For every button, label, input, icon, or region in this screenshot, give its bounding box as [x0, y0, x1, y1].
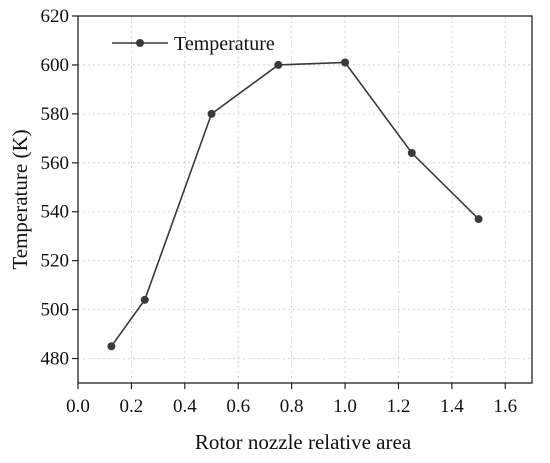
y-tick-label: 560 [41, 153, 70, 174]
data-point [474, 215, 483, 224]
x-tick-label: 0.8 [280, 396, 304, 417]
series-layer [107, 58, 483, 351]
y-axis: 480 500 520 540 560 580 600 620 [41, 6, 78, 370]
data-point [407, 149, 416, 158]
x-tick-label: 0.6 [226, 396, 250, 417]
x-tick-label: 0.4 [173, 396, 197, 417]
y-tick-label: 580 [41, 104, 70, 125]
x-axis: 0.0 0.2 0.4 0.6 0.8 1.0 1.2 1.4 1.6 [66, 383, 517, 417]
x-axis-title: Rotor nozzle relative area [195, 430, 412, 454]
series-line [110, 61, 480, 347]
x-tick-label: 1.0 [333, 396, 357, 417]
legend-marker [136, 39, 144, 47]
y-tick-label: 540 [41, 202, 70, 223]
plot-frame [77, 15, 533, 384]
y-tick-label: 480 [41, 349, 70, 370]
y-tick-label: 620 [41, 6, 70, 27]
grid [77, 15, 532, 383]
x-tick-label: 1.4 [440, 396, 464, 417]
legend: Temperature [112, 33, 275, 55]
x-tick-label: 1.2 [387, 396, 411, 417]
y-tick-label: 500 [41, 300, 70, 321]
data-point [207, 109, 216, 118]
data-point [107, 342, 116, 351]
data-point [341, 58, 350, 67]
data-point [274, 60, 283, 69]
data-point [140, 295, 149, 304]
y-tick-label: 520 [41, 251, 70, 272]
legend-label: Temperature [174, 33, 275, 55]
y-tick-label: 600 [41, 55, 70, 76]
x-tick-label: 0.2 [120, 396, 144, 417]
x-tick-label: 1.6 [493, 396, 517, 417]
y-axis-title: Temperature (K) [8, 129, 32, 269]
x-tick-label: 0.0 [66, 396, 90, 417]
